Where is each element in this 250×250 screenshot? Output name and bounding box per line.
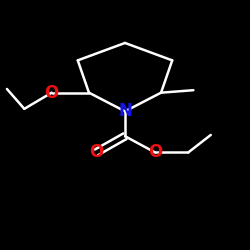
Text: O: O: [89, 143, 104, 161]
Text: N: N: [118, 102, 132, 120]
Text: O: O: [44, 84, 59, 102]
Text: O: O: [148, 143, 162, 161]
